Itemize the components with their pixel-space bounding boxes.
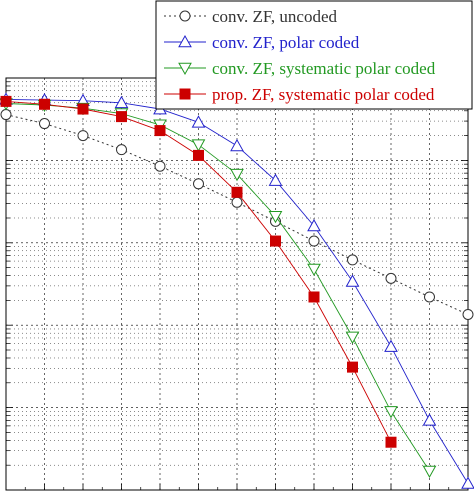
legend-label: conv. ZF, uncoded — [212, 7, 338, 26]
data-point — [385, 272, 397, 284]
data-point — [424, 291, 435, 303]
data-point — [384, 406, 398, 419]
series-layer — [0, 92, 474, 489]
data-point — [77, 130, 89, 142]
data-point — [191, 139, 206, 152]
data-point — [154, 125, 166, 137]
data-point — [307, 218, 321, 232]
data-point — [231, 196, 243, 208]
legend-label: conv. ZF, systematic polar coded — [212, 59, 436, 78]
data-point — [462, 308, 474, 320]
data-point — [193, 149, 204, 161]
legend-entry-2: conv. ZF, polar coded — [164, 33, 360, 52]
legend-entry-4: prop. ZF, systematic polar coded — [164, 85, 435, 104]
legend-label: prop. ZF, systematic polar coded — [212, 85, 435, 104]
legend-entry-3: conv. ZF, systematic polar coded — [164, 59, 436, 78]
data-point — [114, 95, 129, 109]
legend-label: conv. ZF, polar coded — [212, 33, 360, 52]
legend-marker — [179, 88, 191, 100]
legend-entry-1: conv. ZF, uncoded — [164, 7, 338, 26]
data-point — [422, 413, 437, 426]
data-point — [384, 339, 398, 352]
series-1 — [0, 109, 474, 320]
data-point — [268, 210, 283, 224]
data-point — [39, 98, 50, 110]
series-line — [5, 103, 430, 472]
data-point — [422, 465, 437, 479]
data-point — [347, 254, 358, 266]
data-point — [116, 144, 127, 156]
data-point — [385, 436, 397, 448]
legend-box — [155, 0, 473, 110]
data-point — [77, 103, 89, 115]
data-point — [230, 168, 244, 182]
data-point — [347, 361, 358, 373]
data-point — [345, 331, 360, 344]
data-point — [345, 274, 360, 287]
data-point — [154, 160, 166, 172]
data-point — [308, 291, 320, 303]
series-4 — [0, 95, 397, 448]
data-point — [193, 178, 204, 190]
data-point — [116, 111, 127, 123]
data-point — [307, 263, 321, 277]
legend-marker — [178, 62, 192, 76]
data-point — [230, 138, 244, 152]
data-point — [0, 95, 12, 107]
data-point — [39, 118, 50, 130]
legend-marker — [178, 34, 192, 48]
data-point — [270, 235, 281, 247]
legend: conv. ZF, uncoded conv. ZF, polar coded co… — [155, 0, 473, 110]
data-point — [268, 173, 283, 186]
data-point — [308, 235, 320, 247]
data-point — [191, 115, 206, 128]
series-2 — [0, 92, 474, 489]
data-point — [461, 476, 474, 489]
legend-marker — [179, 10, 191, 22]
data-point — [231, 186, 243, 198]
data-point — [0, 109, 12, 121]
legend-items: conv. ZF, uncoded conv. ZF, polar coded co… — [164, 7, 436, 104]
